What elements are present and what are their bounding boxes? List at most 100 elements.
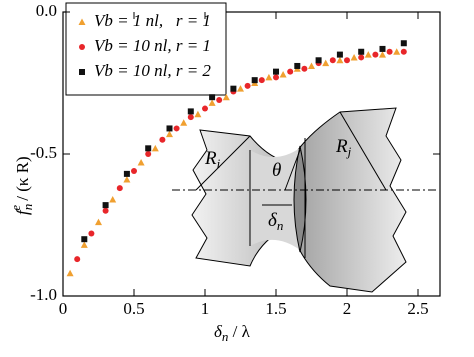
point <box>287 68 294 75</box>
point <box>251 77 258 84</box>
point <box>166 125 173 132</box>
annotation-sub: n <box>277 218 284 233</box>
point <box>137 159 145 166</box>
point <box>187 114 194 121</box>
annotation-main: θ <box>272 160 281 181</box>
point <box>336 51 343 58</box>
point <box>273 68 279 75</box>
point <box>95 218 102 226</box>
point <box>123 176 131 183</box>
point <box>209 94 216 101</box>
point <box>208 99 216 106</box>
y-axis-label-sub: n <box>20 204 35 211</box>
annotation: Ri <box>204 148 221 171</box>
point <box>379 51 386 58</box>
x-tick-label: 1.5 <box>265 299 286 318</box>
y-axis-label-sup: e <box>8 205 23 211</box>
point <box>102 202 109 209</box>
legend-marker <box>79 44 85 50</box>
y-tick-label: -0.5 <box>30 143 57 162</box>
point <box>123 170 130 177</box>
y-tick-label: -1.0 <box>30 285 57 304</box>
point <box>315 57 322 64</box>
point <box>244 82 251 89</box>
legend-label: Vb = 10 nl, r = 1 <box>94 36 211 55</box>
point <box>336 56 344 64</box>
legend-box <box>65 2 227 96</box>
right-particle <box>289 107 407 293</box>
annotation-main: δ <box>268 210 278 231</box>
liquid-bridge <box>250 148 300 250</box>
point <box>344 57 350 64</box>
point <box>379 45 386 52</box>
annotation: δn <box>268 210 283 233</box>
point <box>166 130 173 138</box>
x-tick-label: 1 <box>201 299 210 318</box>
radius-line <box>195 135 251 191</box>
point <box>145 151 152 157</box>
point <box>273 74 279 81</box>
point <box>109 195 117 203</box>
point <box>194 110 202 118</box>
point <box>350 53 358 61</box>
y-axis-label-main: f <box>13 208 32 215</box>
x-axis-label-main: δ <box>214 322 223 341</box>
point <box>145 145 152 152</box>
legend-label: Vb = 1 nl, r = 1 <box>94 11 211 30</box>
point <box>102 207 109 214</box>
point <box>294 62 301 69</box>
point <box>400 40 407 47</box>
point <box>329 57 336 64</box>
legend-marker <box>79 69 85 75</box>
point <box>322 59 330 67</box>
point <box>180 119 188 126</box>
x-tick-label: 0 <box>59 299 68 318</box>
point <box>372 51 379 58</box>
point <box>88 230 95 237</box>
point <box>173 125 180 132</box>
annotation-sub: i <box>217 156 221 171</box>
point <box>81 236 88 243</box>
x-tick-label: 0.5 <box>123 299 144 318</box>
annotation: θ <box>272 160 281 181</box>
point <box>301 65 308 72</box>
x-tick-label: 2 <box>343 299 352 318</box>
y-axis-label: fne / (κ R) <box>8 156 35 215</box>
inset-diagram <box>172 107 436 293</box>
point <box>265 73 273 81</box>
angle-line <box>284 149 301 191</box>
point <box>279 70 287 78</box>
x-axis-label: δn / λ <box>214 322 251 344</box>
point <box>131 168 137 175</box>
point <box>116 185 123 192</box>
point <box>358 54 365 61</box>
annotation-main: R <box>204 148 217 169</box>
legend-label: Vb = 10 nl, r = 2 <box>94 61 211 80</box>
point <box>159 136 166 143</box>
point <box>80 241 88 248</box>
radius-line <box>339 111 387 191</box>
point <box>151 144 159 152</box>
y-axis-label-rest: / (κ R) <box>13 156 32 205</box>
point <box>237 85 244 92</box>
point <box>74 256 81 263</box>
point <box>187 108 194 115</box>
annotation-main: R <box>335 136 348 157</box>
x-axis-label-rest: / λ <box>228 322 250 341</box>
point <box>364 51 372 58</box>
annotation-sub: j <box>346 144 352 159</box>
point <box>358 48 365 55</box>
point <box>258 77 265 84</box>
legend-marker <box>78 18 86 25</box>
point <box>386 48 393 55</box>
y-tick-label: 0.0 <box>36 1 57 20</box>
point <box>230 85 237 92</box>
point <box>216 97 223 104</box>
x-axis-label-sub: n <box>222 329 229 344</box>
annotation: Rj <box>335 136 352 159</box>
point <box>393 48 401 55</box>
point <box>66 269 74 277</box>
point <box>222 93 230 101</box>
point <box>202 105 208 112</box>
